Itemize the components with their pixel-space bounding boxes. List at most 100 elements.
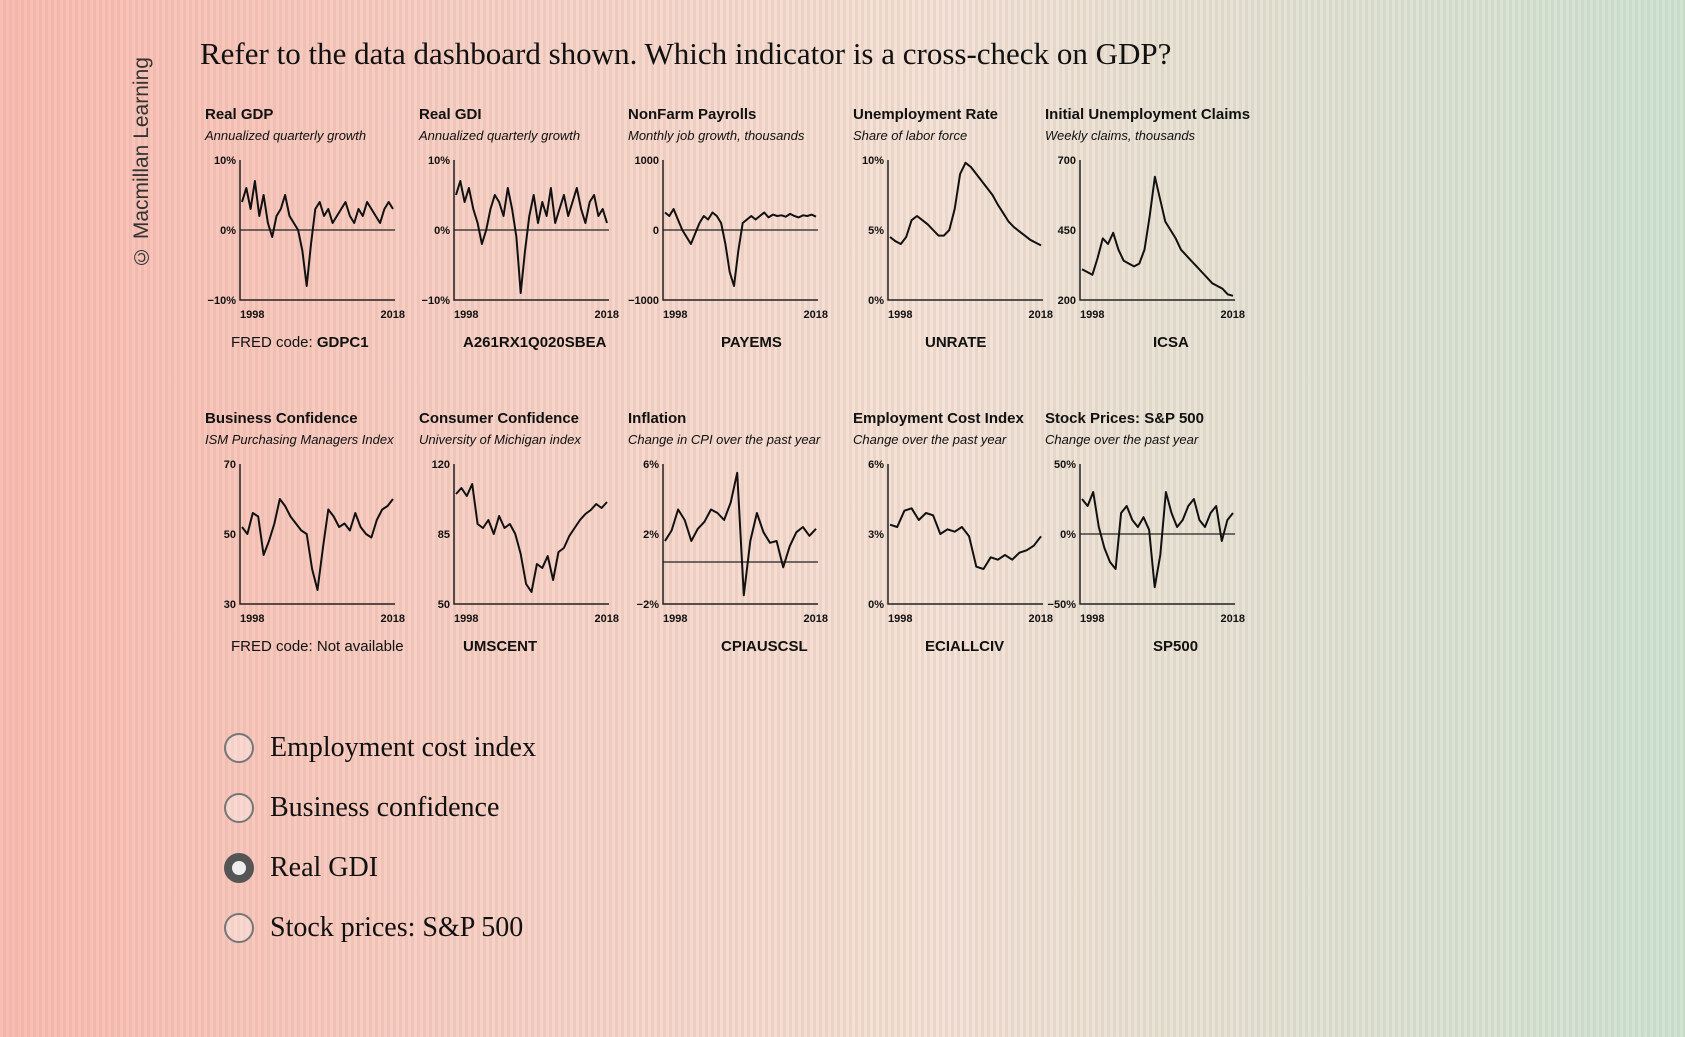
- chart-subtitle: Share of labor force: [853, 128, 968, 143]
- y-tick-label: 200: [1058, 295, 1076, 307]
- x-tick-label: 1998: [888, 309, 912, 321]
- y-tick-label: 0%: [220, 225, 236, 237]
- y-tick-label: 6%: [643, 459, 659, 471]
- x-tick-label: 2018: [1221, 309, 1245, 321]
- chart-subtitle: Change over the past year: [1045, 432, 1199, 447]
- y-tick-label: 85: [438, 529, 450, 541]
- fred-code: ICSA: [1153, 334, 1189, 351]
- x-tick-label: 1998: [454, 309, 478, 321]
- chart-subtitle: Weekly claims, thousands: [1045, 128, 1196, 143]
- chart-axes: [453, 160, 609, 301]
- fred-code-label: FRED code:: [231, 638, 317, 655]
- option-real-gdi[interactable]: Real GDI: [224, 838, 536, 898]
- series-line: [1081, 175, 1234, 297]
- line-chart: 10% 0% −10%1998 2018: [422, 155, 619, 321]
- x-tick-label: 2018: [381, 613, 405, 625]
- series-line: [889, 161, 1042, 247]
- copyright-watermark: © Macmillan Learning: [130, 57, 153, 269]
- option-label: Real GDI: [270, 852, 379, 883]
- fred-code-value: UMSCENT: [463, 638, 538, 655]
- chart-axes: [1079, 464, 1235, 605]
- question-text: Refer to the data dashboard shown. Which…: [200, 36, 1172, 71]
- x-tick-label: 2018: [381, 309, 405, 321]
- chart-title: Employment Cost Index: [853, 410, 1024, 427]
- series-line: [1081, 491, 1234, 589]
- x-tick-label: 1998: [1080, 613, 1104, 625]
- y-tick-label: −2%: [637, 599, 660, 611]
- fred-code: UMSCENT: [463, 638, 537, 655]
- fred-code-value: Not available: [316, 638, 404, 655]
- y-tick-label: 70: [224, 459, 236, 471]
- chart-panel-icsa: Initial Unemployment Claims Weekly claims…: [1045, 106, 1250, 351]
- chart-title: Stock Prices: S&P 500: [1045, 410, 1204, 427]
- series-line: [455, 180, 608, 294]
- x-tick-label: 2018: [1221, 613, 1245, 625]
- fred-code: FRED code: Not available: [231, 638, 404, 655]
- line-chart: 10% 5% 0% 1998 2018: [862, 155, 1053, 321]
- chart-panel-not-available: Business Confidence ISM Purchasing Manage…: [205, 410, 405, 655]
- line-chart: 700 450 200 1998 2018: [1058, 155, 1245, 321]
- chart-panel-unrate: Unemployment Rate Share of labor force 10%…: [853, 106, 1053, 351]
- fred-code-value: GDPC1: [316, 334, 369, 351]
- y-tick-label: 0%: [868, 295, 884, 307]
- series-line: [889, 507, 1042, 570]
- chart-panel-cpiauscsl: Inflation Change in CPI over the past yea…: [628, 410, 828, 655]
- option-label: Stock prices: S&P 500: [270, 912, 524, 943]
- chart-panel-payems: NonFarm Payrolls Monthly job growth, thou…: [628, 106, 828, 351]
- chart-axes: [453, 464, 609, 605]
- fred-code: A261RX1Q020SBEA: [463, 334, 606, 351]
- x-tick-label: 1998: [240, 613, 264, 625]
- option-employment-cost-index[interactable]: Employment cost index: [224, 718, 536, 778]
- fred-code: ECIALLCIV: [925, 638, 1004, 655]
- y-tick-label: 50: [438, 599, 450, 611]
- y-tick-label: 3%: [868, 529, 884, 541]
- radio-button[interactable]: [224, 793, 254, 823]
- series-line: [241, 180, 394, 287]
- fred-code: SP500: [1153, 638, 1198, 655]
- x-tick-label: 2018: [595, 309, 619, 321]
- option-label: Employment cost index: [270, 732, 536, 763]
- chart-title: Initial Unemployment Claims: [1045, 106, 1251, 123]
- chart-panel-eciallciv: Employment Cost Index Change over the pas…: [853, 410, 1053, 655]
- answer-options: Employment cost index Business confidenc…: [224, 718, 536, 958]
- radio-button[interactable]: [224, 913, 254, 943]
- series-line: [664, 471, 817, 597]
- fred-code-value: ECIALLCIV: [925, 638, 1005, 655]
- option-stock-prices-sp500[interactable]: Stock prices: S&P 500: [224, 898, 536, 958]
- y-tick-label: 30: [224, 599, 236, 611]
- option-business-confidence[interactable]: Business confidence: [224, 778, 536, 838]
- line-chart: 120 85 50 1998 2018: [432, 459, 619, 625]
- fred-code-value: CPIAUSCSL: [721, 638, 808, 655]
- radio-button[interactable]: [224, 733, 254, 763]
- chart-axes: [887, 464, 1043, 605]
- chart-axes: [662, 464, 818, 605]
- fred-code-value: PAYEMS: [721, 334, 782, 351]
- y-tick-label: −10%: [208, 295, 237, 307]
- radio-button-selected[interactable]: [224, 853, 254, 883]
- fred-code: FRED code: GDPC1: [231, 334, 369, 351]
- chart-title: Business Confidence: [205, 410, 358, 427]
- fred-code-value: A261RX1Q020SBEA: [463, 334, 607, 351]
- x-tick-label: 1998: [454, 613, 478, 625]
- chart-axes: [239, 160, 395, 301]
- line-chart: 6% 2% −2%1998 2018: [637, 459, 828, 625]
- y-tick-label: 120: [432, 459, 450, 471]
- x-tick-label: 1998: [240, 309, 264, 321]
- chart-title: Real GDI: [419, 106, 482, 123]
- x-tick-label: 1998: [888, 613, 912, 625]
- y-tick-label: 10%: [428, 155, 450, 167]
- chart-subtitle: Change over the past year: [853, 432, 1007, 447]
- x-tick-label: 2018: [595, 613, 619, 625]
- chart-panel-sp500: Stock Prices: S&P 500 Change over the pas…: [1045, 410, 1245, 655]
- x-tick-label: 1998: [663, 613, 687, 625]
- chart-axes: [239, 464, 395, 605]
- chart-axes: [662, 160, 818, 301]
- y-tick-label: 0: [653, 225, 659, 237]
- x-tick-label: 2018: [804, 309, 828, 321]
- fred-code-label: FRED code:: [231, 334, 317, 351]
- chart-panel-gdpc1: Real GDP Annualized quarterly growth 10% 0%…: [205, 106, 405, 351]
- x-tick-label: 1998: [663, 309, 687, 321]
- chart-title: Unemployment Rate: [853, 106, 999, 123]
- chart-title: Inflation: [628, 410, 687, 427]
- y-tick-label: 0%: [1060, 529, 1076, 541]
